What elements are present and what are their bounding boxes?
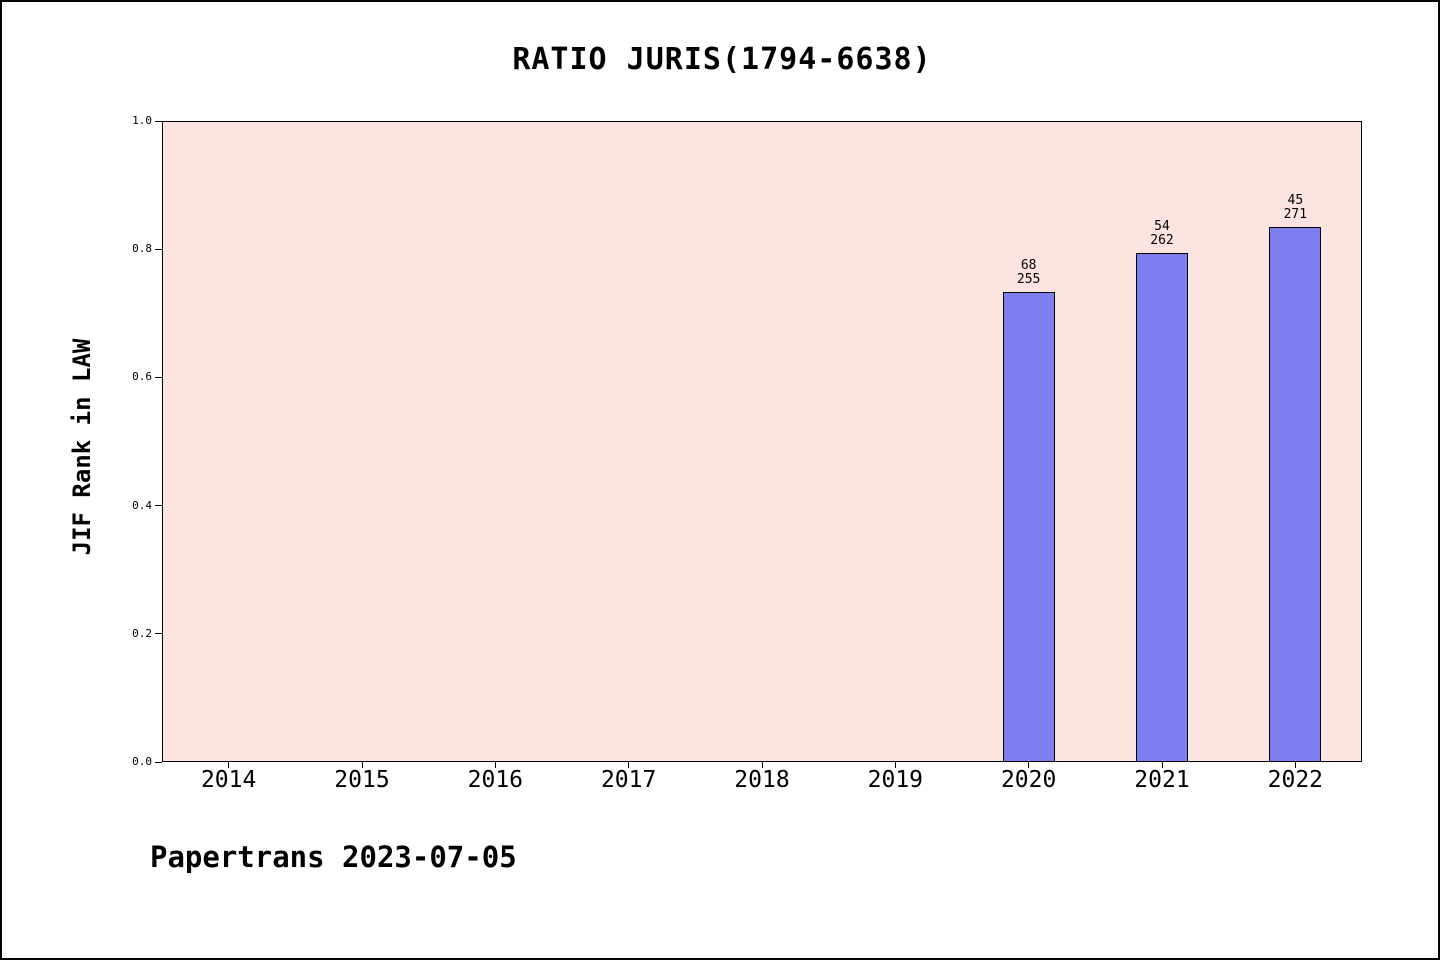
bar-label: 68: [1020, 258, 1037, 274]
bar: [1269, 227, 1322, 762]
x-tick-label: 2015: [334, 767, 390, 793]
y-tick: [155, 248, 162, 250]
x-tick-label: 2018: [734, 767, 790, 793]
footer-text: Papertrans 2023-07-05: [150, 840, 517, 874]
x-tick-label: 2022: [1267, 767, 1324, 793]
bar-label: 255: [1016, 272, 1041, 288]
bar-label: 262: [1150, 233, 1174, 249]
x-tick-label: 2014: [200, 767, 257, 793]
chart-title: RATIO JURIS(1794-6638): [512, 42, 932, 77]
x-tick: [761, 762, 763, 768]
bar: [1136, 253, 1188, 762]
x-tick: [1294, 762, 1296, 768]
bar-label: 271: [1283, 207, 1308, 223]
bar: [1002, 292, 1055, 762]
y-tick: [155, 505, 162, 507]
x-tick-label: 2019: [867, 767, 924, 793]
bar-label: 54: [1154, 219, 1170, 235]
x-tick: [228, 762, 230, 768]
y-tick-label: 0.6: [132, 370, 152, 384]
y-axis-label: JIF Rank in LAW: [68, 338, 96, 556]
x-tick: [1161, 762, 1163, 768]
x-tick: [494, 762, 496, 768]
bar-label: 45: [1287, 193, 1304, 209]
x-tick-label: 2017: [600, 767, 657, 793]
x-tick-label: 2016: [467, 767, 524, 793]
y-tick: [155, 633, 162, 635]
y-tick-label: 0.2: [132, 626, 152, 640]
x-tick: [628, 762, 630, 768]
y-tick-label: 1.0: [132, 114, 152, 127]
y-tick-label: 0.0: [132, 755, 152, 768]
y-tick: [155, 761, 162, 763]
x-tick: [1028, 762, 1030, 768]
x-tick: [361, 762, 363, 768]
y-tick-label: 0.4: [132, 498, 152, 512]
y-tick: [155, 120, 162, 122]
x-tick: [894, 762, 896, 768]
x-tick-label: 2020: [1000, 767, 1057, 793]
y-tick: [155, 376, 162, 378]
x-tick-label: 2021: [1134, 767, 1190, 793]
y-tick-label: 0.8: [132, 242, 152, 256]
